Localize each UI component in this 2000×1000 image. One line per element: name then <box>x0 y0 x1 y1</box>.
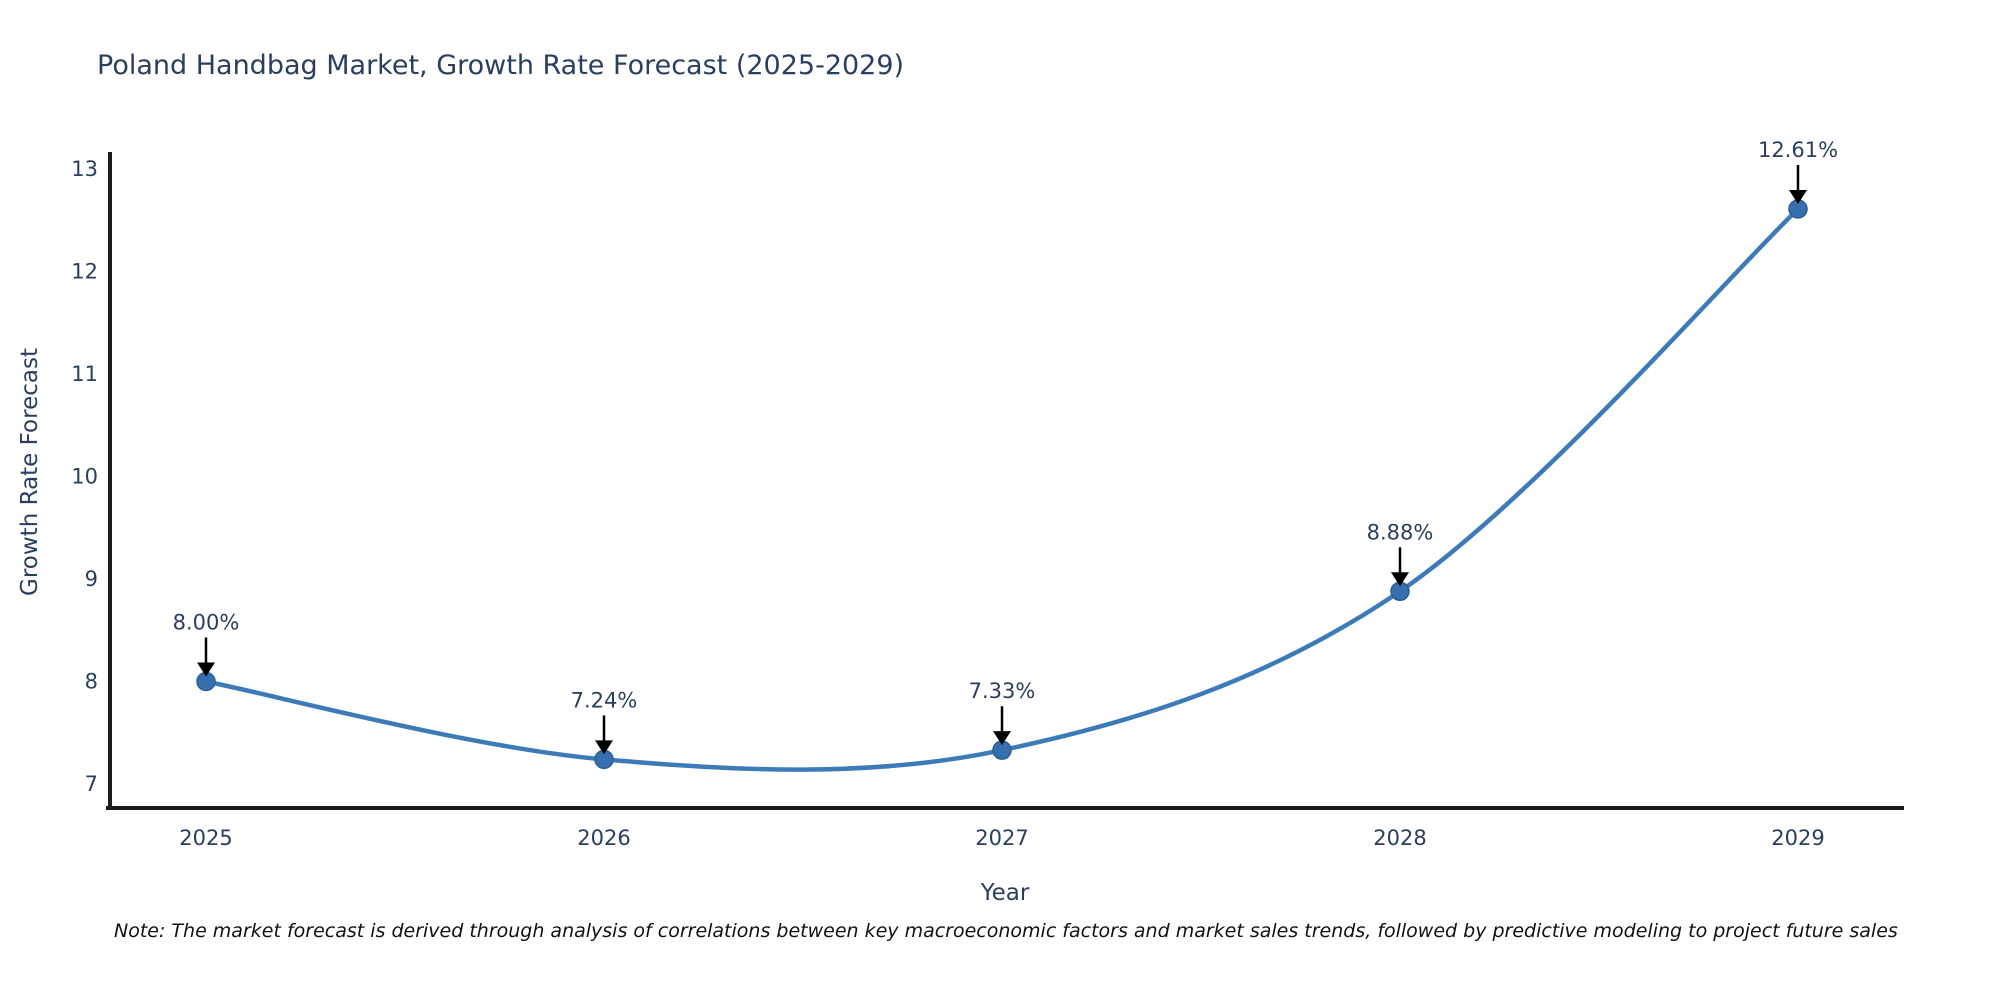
annotation-label: 8.00% <box>173 611 240 635</box>
x-axis-tick-label: 2029 <box>1771 826 1824 850</box>
annotation-label: 7.33% <box>969 679 1036 703</box>
y-axis-tick-label: 10 <box>71 465 98 489</box>
x-axis-tick-label: 2027 <box>975 826 1028 850</box>
x-axis-title: Year <box>980 880 1030 906</box>
y-axis-tick-label: 8 <box>85 670 98 694</box>
annotation-arrowhead <box>595 740 613 755</box>
x-axis-tick-label: 2025 <box>179 826 232 850</box>
y-axis-tick-label: 9 <box>85 567 98 591</box>
annotation-arrowhead <box>1391 572 1409 587</box>
annotation-arrowhead <box>993 731 1011 746</box>
y-axis-tick-label: 11 <box>71 362 98 386</box>
x-axis-tick-label: 2028 <box>1373 826 1426 850</box>
footnote-text: Note: The market forecast is derived thr… <box>114 920 1898 942</box>
annotation-label: 12.61% <box>1758 138 1838 162</box>
annotation-arrowhead <box>197 662 215 677</box>
chart-title: Poland Handbag Market, Growth Rate Forec… <box>97 50 905 81</box>
series-line <box>205 207 1800 772</box>
annotation-arrowhead <box>1789 189 1807 204</box>
annotation-label: 8.88% <box>1367 520 1434 544</box>
y-axis-tick-label: 7 <box>85 772 98 796</box>
y-axis-tick-label: 12 <box>71 260 98 284</box>
y-axis-tick-label: 13 <box>71 157 98 181</box>
annotation-label: 7.24% <box>571 688 638 712</box>
x-axis-tick-label: 2026 <box>577 826 630 850</box>
